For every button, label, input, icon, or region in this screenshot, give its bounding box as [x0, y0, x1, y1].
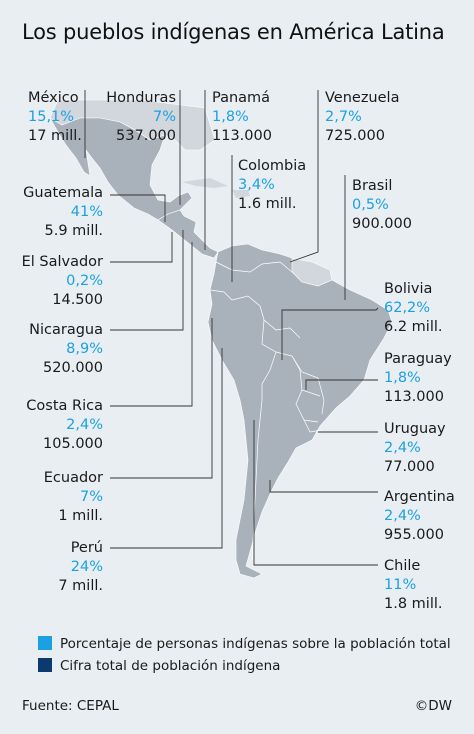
country-pop: 6.2 mill.: [384, 319, 443, 335]
country-name: Paraguay: [384, 351, 452, 367]
country-pct: 24%: [70, 559, 103, 575]
legend-item-pct: Porcentaje de personas indígenas sobre l…: [38, 636, 451, 652]
country-pop: 1 mill.: [58, 508, 103, 524]
country-pop: 77.000: [384, 459, 435, 475]
country-pct: 2,4%: [66, 417, 103, 433]
country-pct: 62,2%: [384, 300, 431, 316]
country-name: Ecuador: [43, 470, 103, 486]
label-venezuela: Venezuela 2,7% 725.000: [325, 89, 399, 146]
central-america-region: [157, 209, 219, 259]
country-pct: 7%: [79, 489, 103, 505]
country-pop: 900.000: [352, 216, 412, 232]
label-uruguay: Uruguay 2,4% 77.000: [384, 420, 446, 477]
legend-swatch-dark-blue: [38, 658, 52, 672]
country-name: Venezuela: [325, 90, 400, 106]
map-title: Los pueblos indígenas en América Latina: [22, 20, 445, 44]
country-name: Argentina: [384, 489, 455, 505]
country-name: Bolivia: [384, 281, 433, 297]
hispaniola-region: [232, 190, 250, 198]
country-pop: 105.000: [43, 436, 103, 452]
mexico-region: [49, 117, 193, 221]
label-brasil: Brasil 0,5% 900.000: [352, 177, 412, 234]
country-pop: 7 mill.: [58, 578, 103, 594]
leader-ecuador: [110, 318, 213, 479]
label-costa-rica: Costa Rica 2,4% 105.000: [26, 397, 103, 454]
south-america-region: [207, 243, 393, 579]
country-name: Perú: [70, 540, 103, 556]
country-pop: 955.000: [384, 527, 444, 543]
leader-paraguay: [305, 379, 378, 390]
label-colombia: Colombia 3,4% 1.6 mill.: [238, 157, 306, 214]
label-mexico: México 15,1% 17 mill.: [28, 89, 82, 146]
country-pct: 2,7%: [325, 109, 362, 125]
country-name: Guatemala: [23, 185, 103, 201]
credit-note: ©DW: [414, 698, 452, 714]
source-note: Fuente: CEPAL: [22, 698, 119, 714]
leader-bolivia: [281, 307, 379, 360]
country-pop: 537.000: [116, 128, 176, 144]
country-name: El Salvador: [21, 254, 103, 270]
country-borders: [209, 261, 325, 561]
legend-label: Cifra total de población indígena: [60, 658, 281, 674]
country-pop: 17 mill.: [28, 128, 82, 144]
label-guatemala: Guatemala 41% 5.9 mill.: [23, 184, 103, 241]
country-pct: 0,2%: [66, 273, 103, 289]
country-pct: 41%: [70, 204, 103, 220]
country-pop: 1.6 mill.: [238, 196, 297, 212]
leader-nicaragua: [110, 230, 184, 331]
country-pop: 725.000: [325, 128, 385, 144]
label-chile: Chile 11% 1.8 mill.: [384, 557, 443, 614]
legend-item-pop: Cifra total de población indígena: [38, 658, 280, 674]
leader-guatemala: [110, 194, 166, 222]
country-pct: 11%: [384, 577, 417, 593]
country-pct: 1,8%: [212, 109, 249, 125]
leader-peru: [110, 348, 223, 549]
label-ecuador: Ecuador 7% 1 mill.: [44, 469, 103, 526]
label-honduras: Honduras 7% 537.000: [106, 89, 176, 146]
country-name: Nicaragua: [29, 322, 103, 338]
country-pop: 14.500: [52, 292, 103, 308]
label-argentina: Argentina 2,4% 955.000: [384, 488, 455, 545]
leader-venezuela: [289, 90, 319, 263]
country-name: Uruguay: [384, 421, 446, 437]
country-pct: 15,1%: [28, 109, 75, 125]
label-nicaragua: Nicaragua 8,9% 520.000: [29, 321, 103, 378]
country-name: Brasil: [352, 178, 393, 194]
country-pct: 2,4%: [384, 440, 421, 456]
country-pct: 0,5%: [352, 197, 389, 213]
legend-swatch-light-blue: [38, 636, 52, 650]
country-pop: 113.000: [384, 389, 444, 405]
country-name: Panamá: [212, 90, 271, 106]
label-paraguay: Paraguay 1,8% 113.000: [384, 350, 452, 407]
country-pop: 5.9 mill.: [44, 223, 104, 239]
label-el-salvador: El Salvador 0,2% 14.500: [22, 253, 103, 310]
leader-costa-rica: [110, 242, 193, 407]
leader-lines: [84, 90, 379, 566]
legend-label: Porcentaje de personas indígenas sobre l…: [60, 636, 451, 652]
country-name: México: [28, 90, 79, 106]
country-name: Honduras: [106, 90, 176, 106]
country-pop: 1.8 mill.: [384, 596, 443, 612]
country-pct: 8,9%: [66, 341, 103, 357]
leader-argentina: [269, 480, 378, 493]
label-bolivia: Bolivia 62,2% 6.2 mill.: [384, 280, 443, 337]
country-name: Chile: [384, 558, 421, 574]
leader-chile: [253, 420, 378, 566]
country-pct: 3,4%: [238, 177, 275, 193]
country-pct: 2,4%: [384, 508, 421, 524]
country-name: Costa Rica: [26, 398, 103, 414]
label-peru: Perú 24% 7 mill.: [58, 539, 103, 596]
country-pct: 7%: [152, 109, 176, 125]
label-panama: Panamá 1,8% 113.000: [212, 89, 272, 146]
country-pct: 1,8%: [384, 370, 421, 386]
leader-el-salvador: [110, 232, 173, 263]
country-pop: 113.000: [212, 128, 272, 144]
country-pop: 520.000: [43, 360, 103, 376]
country-name: Colombia: [238, 158, 307, 174]
